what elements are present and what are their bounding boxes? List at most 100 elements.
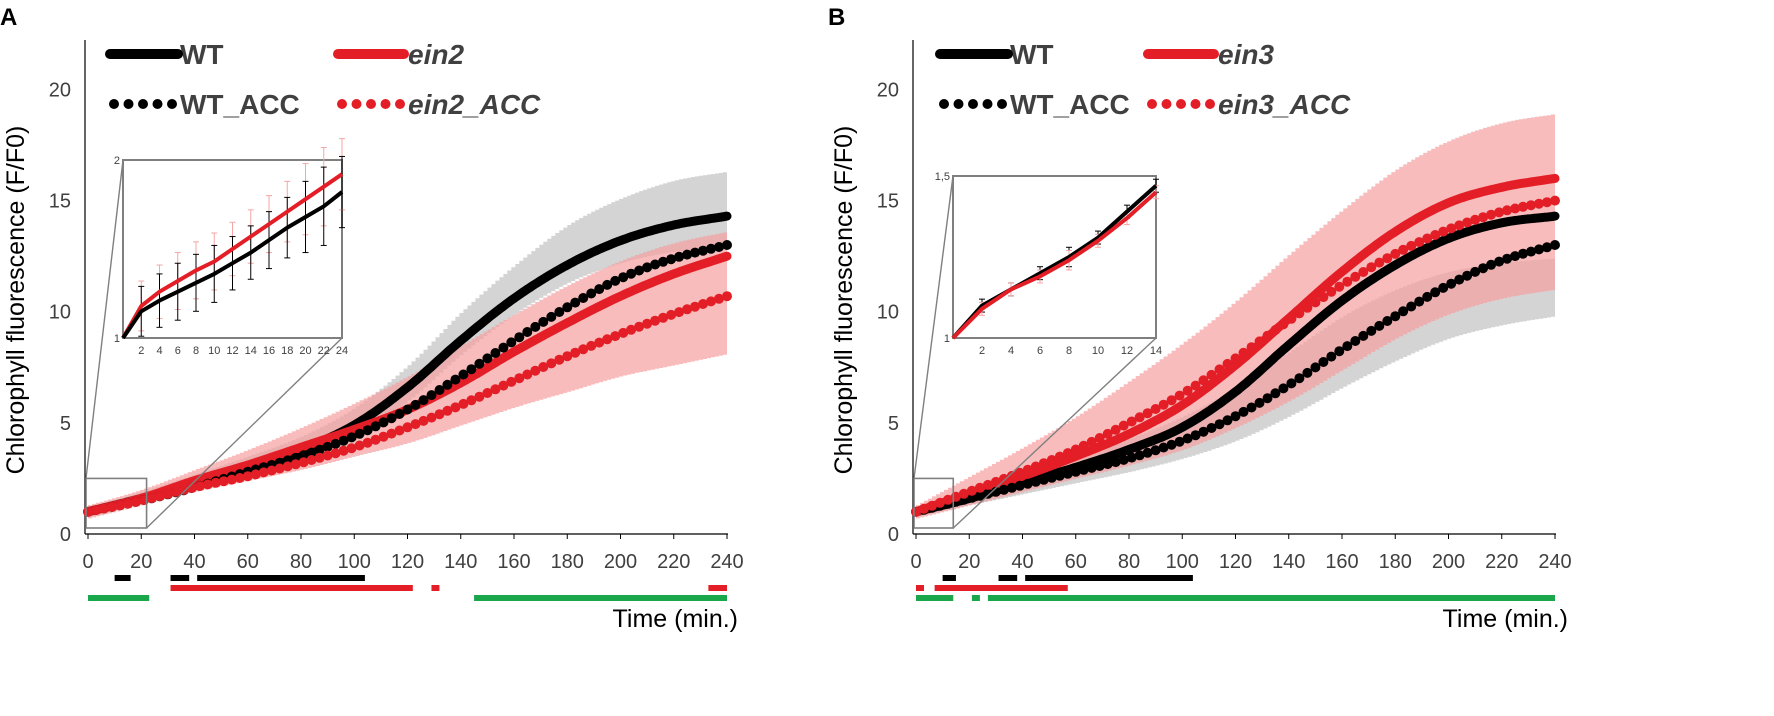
data-point [1542,242,1552,253]
x-tick-label: 20 [958,551,980,573]
data-point [1286,378,1297,389]
data-point [1246,402,1257,413]
panel-label: B [828,4,845,31]
data-point [714,293,724,304]
data-point [682,304,693,315]
data-point [1230,411,1241,422]
data-point [354,428,365,439]
data-point [1262,330,1273,341]
data-point [482,388,493,398]
data-point [1046,472,1057,483]
legend-dot [123,99,134,109]
inset-x-tick-label: 2 [979,345,985,357]
data-point [498,342,509,353]
data-point [1486,259,1497,270]
x-tick-label: 180 [1379,551,1412,573]
data-point [322,441,333,452]
x-tick-label: 220 [1485,551,1518,573]
legend-swatch-dots [939,99,1007,109]
legend-label-wt-acc: WT_ACC [180,89,300,120]
data-point [562,302,573,313]
data-point [202,479,213,490]
data-point [1270,388,1281,399]
x-tick-label: 40 [1011,551,1033,573]
legend-dot [395,99,405,109]
data-point [122,498,133,509]
data-point [178,484,189,495]
inset-series-ein2 [121,172,344,339]
data-point [1278,383,1289,394]
data-point [298,457,309,468]
inset-series-wt [121,190,344,340]
data-point [974,490,985,501]
x-tick-label: 100 [338,551,371,573]
legend-dot [953,99,964,109]
data-point [1518,248,1528,259]
data-point [1358,267,1369,277]
data-point [990,486,1001,497]
data-point [1454,274,1465,285]
data-point [290,459,301,470]
data-point [690,247,700,258]
data-point [1134,412,1145,423]
significance-bar-green [88,595,150,601]
legend-dot [152,99,163,109]
legend-dot [167,99,177,109]
data-point [402,422,413,433]
data-point [722,291,732,302]
legend-swatch-dots [337,99,405,109]
data-point [1006,482,1017,493]
data-point [554,354,565,365]
y-tick-label: 20 [49,79,71,101]
data-point [162,489,173,499]
inset-chart: 122 4 6 8 10 12 14 16 18 20 22 24 [114,138,348,357]
data-point [943,494,953,505]
significance-bar-green [916,595,954,601]
data-point [1414,237,1425,248]
data-point [966,485,977,496]
inset-series-wt [951,184,1158,340]
inset-x-tick-label: 18 [281,345,293,357]
legend-dot [1205,99,1215,109]
data-point [578,293,589,303]
zoom-box [85,477,148,529]
x-tick-label: 160 [1325,551,1358,573]
x-tick-label: 120 [391,551,424,573]
data-point [1086,462,1097,473]
data-point [490,348,501,358]
data-point [194,481,205,492]
data-point [418,415,429,426]
significance-bar-black [197,575,365,581]
data-point [1326,351,1337,362]
data-point [1334,281,1345,292]
x-tick-label: 0 [910,551,921,573]
legend-dot [982,99,993,109]
data-point [538,316,549,327]
data-point [1502,253,1513,264]
data-point [1214,364,1225,375]
data-point [602,279,613,290]
data-point [274,463,285,474]
x-tick-label: 120 [1219,551,1252,573]
legend-dot [1176,99,1186,109]
data-point [1094,433,1105,443]
data-point [506,376,517,387]
data-point [1510,203,1521,214]
legend-dot [1147,99,1157,109]
data-point [1382,253,1393,264]
data-point [1078,440,1089,451]
data-point [1030,476,1041,487]
data-point [1070,466,1081,477]
data-point [578,344,589,355]
data-point [1430,287,1441,298]
data-point [410,419,421,430]
data-point [1134,450,1145,461]
data-point [1198,375,1209,386]
data-point [474,391,485,402]
significance-bar-red [170,585,413,591]
inset-x-tick-label: 24 [336,345,348,357]
data-point [1078,464,1089,475]
data-point [450,402,461,413]
